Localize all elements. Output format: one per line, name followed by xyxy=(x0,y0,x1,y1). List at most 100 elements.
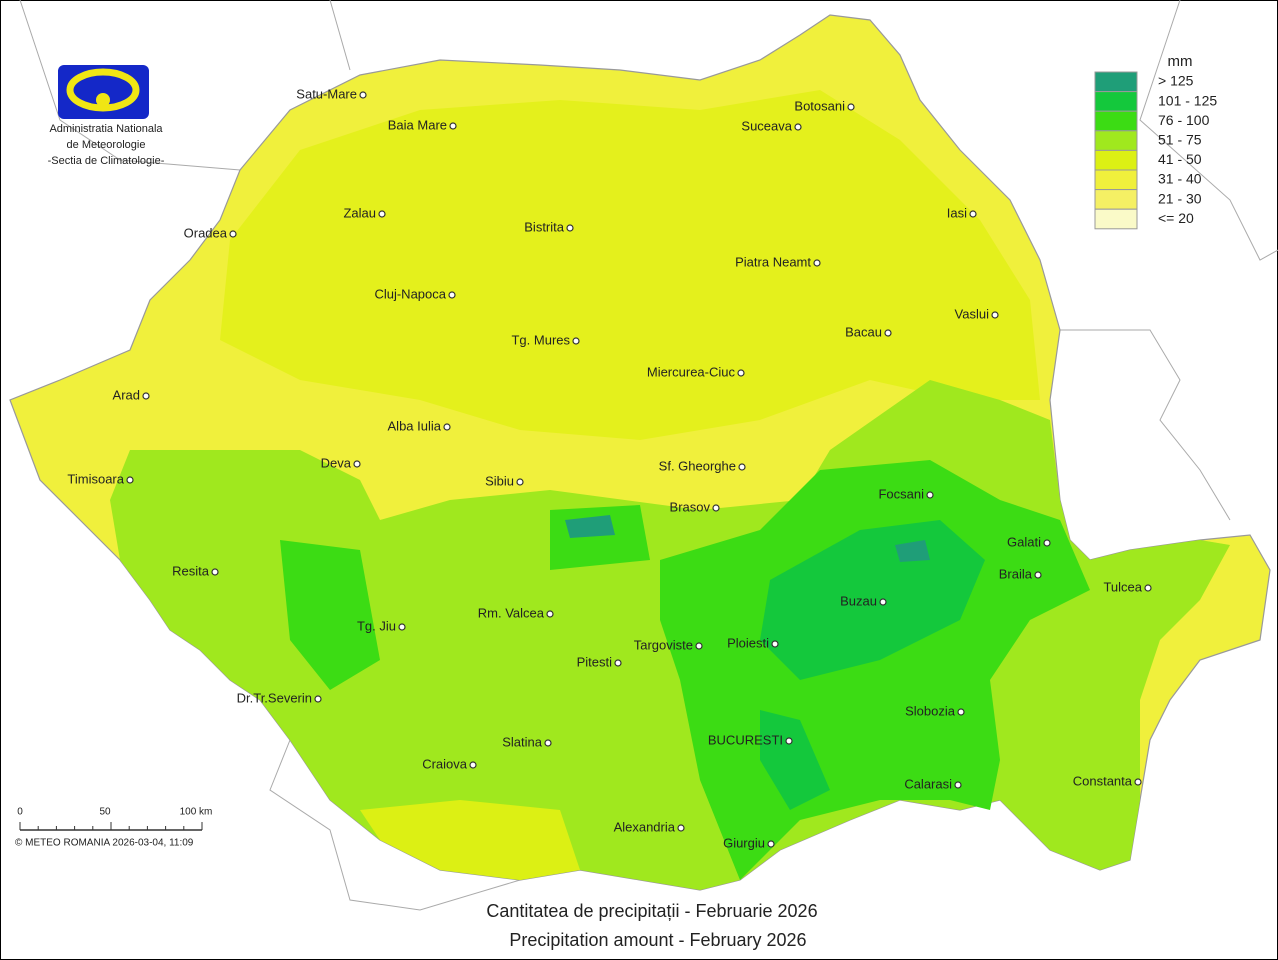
city-marker xyxy=(738,463,746,471)
city-label: Sf. Gheorghe xyxy=(659,458,736,473)
logo-text: de Meteorologie xyxy=(67,139,146,151)
logo-ring xyxy=(66,68,140,112)
city-label: Miercurea-Ciuc xyxy=(647,364,736,379)
city-label: Braila xyxy=(999,566,1033,581)
city-marker xyxy=(314,695,322,703)
title-en: Precipitation amount - February 2026 xyxy=(509,930,806,950)
city-marker xyxy=(211,568,219,576)
city-marker xyxy=(469,761,477,769)
city-marker xyxy=(353,460,361,468)
city-marker xyxy=(449,122,457,130)
logo-sun xyxy=(96,93,110,107)
city-marker xyxy=(1034,571,1042,579)
city-marker xyxy=(359,91,367,99)
logo xyxy=(58,65,149,119)
city-label: Alexandria xyxy=(614,819,676,834)
city-label: Resita xyxy=(172,563,210,578)
city-label: Pitesti xyxy=(577,654,613,669)
city-marker xyxy=(969,210,977,218)
city-label: Piatra Neamt xyxy=(735,254,811,269)
legend-swatch xyxy=(1094,169,1138,191)
city-label: Alba Iulia xyxy=(388,418,442,433)
city-marker xyxy=(378,210,386,218)
city-label: Giurgiu xyxy=(723,835,765,850)
city-marker xyxy=(879,598,887,606)
city-label: Zalau xyxy=(343,205,376,220)
city-marker xyxy=(926,491,934,499)
city-label: Focsani xyxy=(878,486,924,501)
region-over-125 xyxy=(565,515,930,562)
city-label: Ploiesti xyxy=(727,635,769,650)
city-label: Deva xyxy=(321,455,352,470)
scale-label: 50 xyxy=(99,807,111,818)
legend-swatch xyxy=(1094,91,1138,112)
neighbor-borders xyxy=(19,0,1278,911)
city-label: Dr.Tr.Severin xyxy=(237,690,312,705)
city-label: Oradea xyxy=(184,225,228,240)
city-label: Timisoara xyxy=(67,471,124,486)
city-marker xyxy=(443,423,451,431)
city-marker xyxy=(572,337,580,345)
city-label: Slatina xyxy=(502,734,543,749)
city-label: BUCURESTI xyxy=(708,732,783,747)
city-label: Baia Mare xyxy=(388,117,447,132)
city-label: Slobozia xyxy=(905,703,956,718)
city-marker xyxy=(737,369,745,377)
city-label: Rm. Valcea xyxy=(478,605,545,620)
region-41-50 xyxy=(220,90,1040,440)
legend-label: 51 - 75 xyxy=(1158,132,1202,148)
region-101-125 xyxy=(760,520,985,810)
legend-unit: mm xyxy=(1168,53,1193,70)
logo-text: -Sectia de Climatologie- xyxy=(48,155,165,167)
city-label: Bistrita xyxy=(524,219,565,234)
city-marker xyxy=(1043,539,1051,547)
city-marker xyxy=(126,476,134,484)
legend-label: 41 - 50 xyxy=(1158,151,1202,167)
city-marker xyxy=(813,259,821,267)
legend: mm > 125 101 - 125 76 - 100 51 - 75 41 - 50 31… xyxy=(1094,53,1217,230)
legend-label: <= 20 xyxy=(1158,210,1194,226)
legend-label: 31 - 40 xyxy=(1158,171,1202,187)
city-label: Bacau xyxy=(845,324,882,339)
city-marker xyxy=(884,329,892,337)
city-marker xyxy=(614,659,622,667)
legend-label: 76 - 100 xyxy=(1158,112,1210,128)
city-marker xyxy=(398,623,406,631)
city-marker xyxy=(546,610,554,618)
city-marker xyxy=(142,392,150,400)
city-marker xyxy=(1134,778,1142,786)
legend-swatch xyxy=(1094,130,1138,151)
city-label: Cluj-Napoca xyxy=(374,286,446,301)
city-marker xyxy=(448,291,456,299)
city-marker xyxy=(229,230,237,238)
scale-label: 100 km xyxy=(180,807,213,818)
city-label: Tg. Mures xyxy=(511,332,570,347)
city-marker xyxy=(771,640,779,648)
title-ro: Cantitatea de precipitații - Februarie 2… xyxy=(486,901,817,921)
city-label: Iasi xyxy=(947,205,967,220)
city-label: Botosani xyxy=(794,98,845,113)
city-marker xyxy=(566,224,574,232)
city-marker xyxy=(785,737,793,745)
legend-label: 21 - 30 xyxy=(1158,190,1202,206)
legend-label: 101 - 125 xyxy=(1158,92,1217,108)
city-label: Galati xyxy=(1007,534,1041,549)
legend-swatch xyxy=(1094,208,1138,230)
city-marker xyxy=(544,739,552,747)
city-marker xyxy=(847,103,855,111)
city-marker xyxy=(794,123,802,131)
city-marker xyxy=(767,840,775,848)
city-label: Tg. Jiu xyxy=(357,618,396,633)
city-label: Buzau xyxy=(840,593,877,608)
city-marker xyxy=(957,708,965,716)
city-label: Tulcea xyxy=(1103,579,1142,594)
city-label: Craiova xyxy=(422,756,468,771)
city-label: Targoviste xyxy=(634,637,693,652)
city-marker xyxy=(712,504,720,512)
legend-label: > 125 xyxy=(1158,73,1194,89)
city-label: Calarasi xyxy=(904,776,952,791)
city-label: Constanta xyxy=(1073,773,1133,788)
city-label: Vaslui xyxy=(955,306,990,321)
city-marker xyxy=(516,478,524,486)
